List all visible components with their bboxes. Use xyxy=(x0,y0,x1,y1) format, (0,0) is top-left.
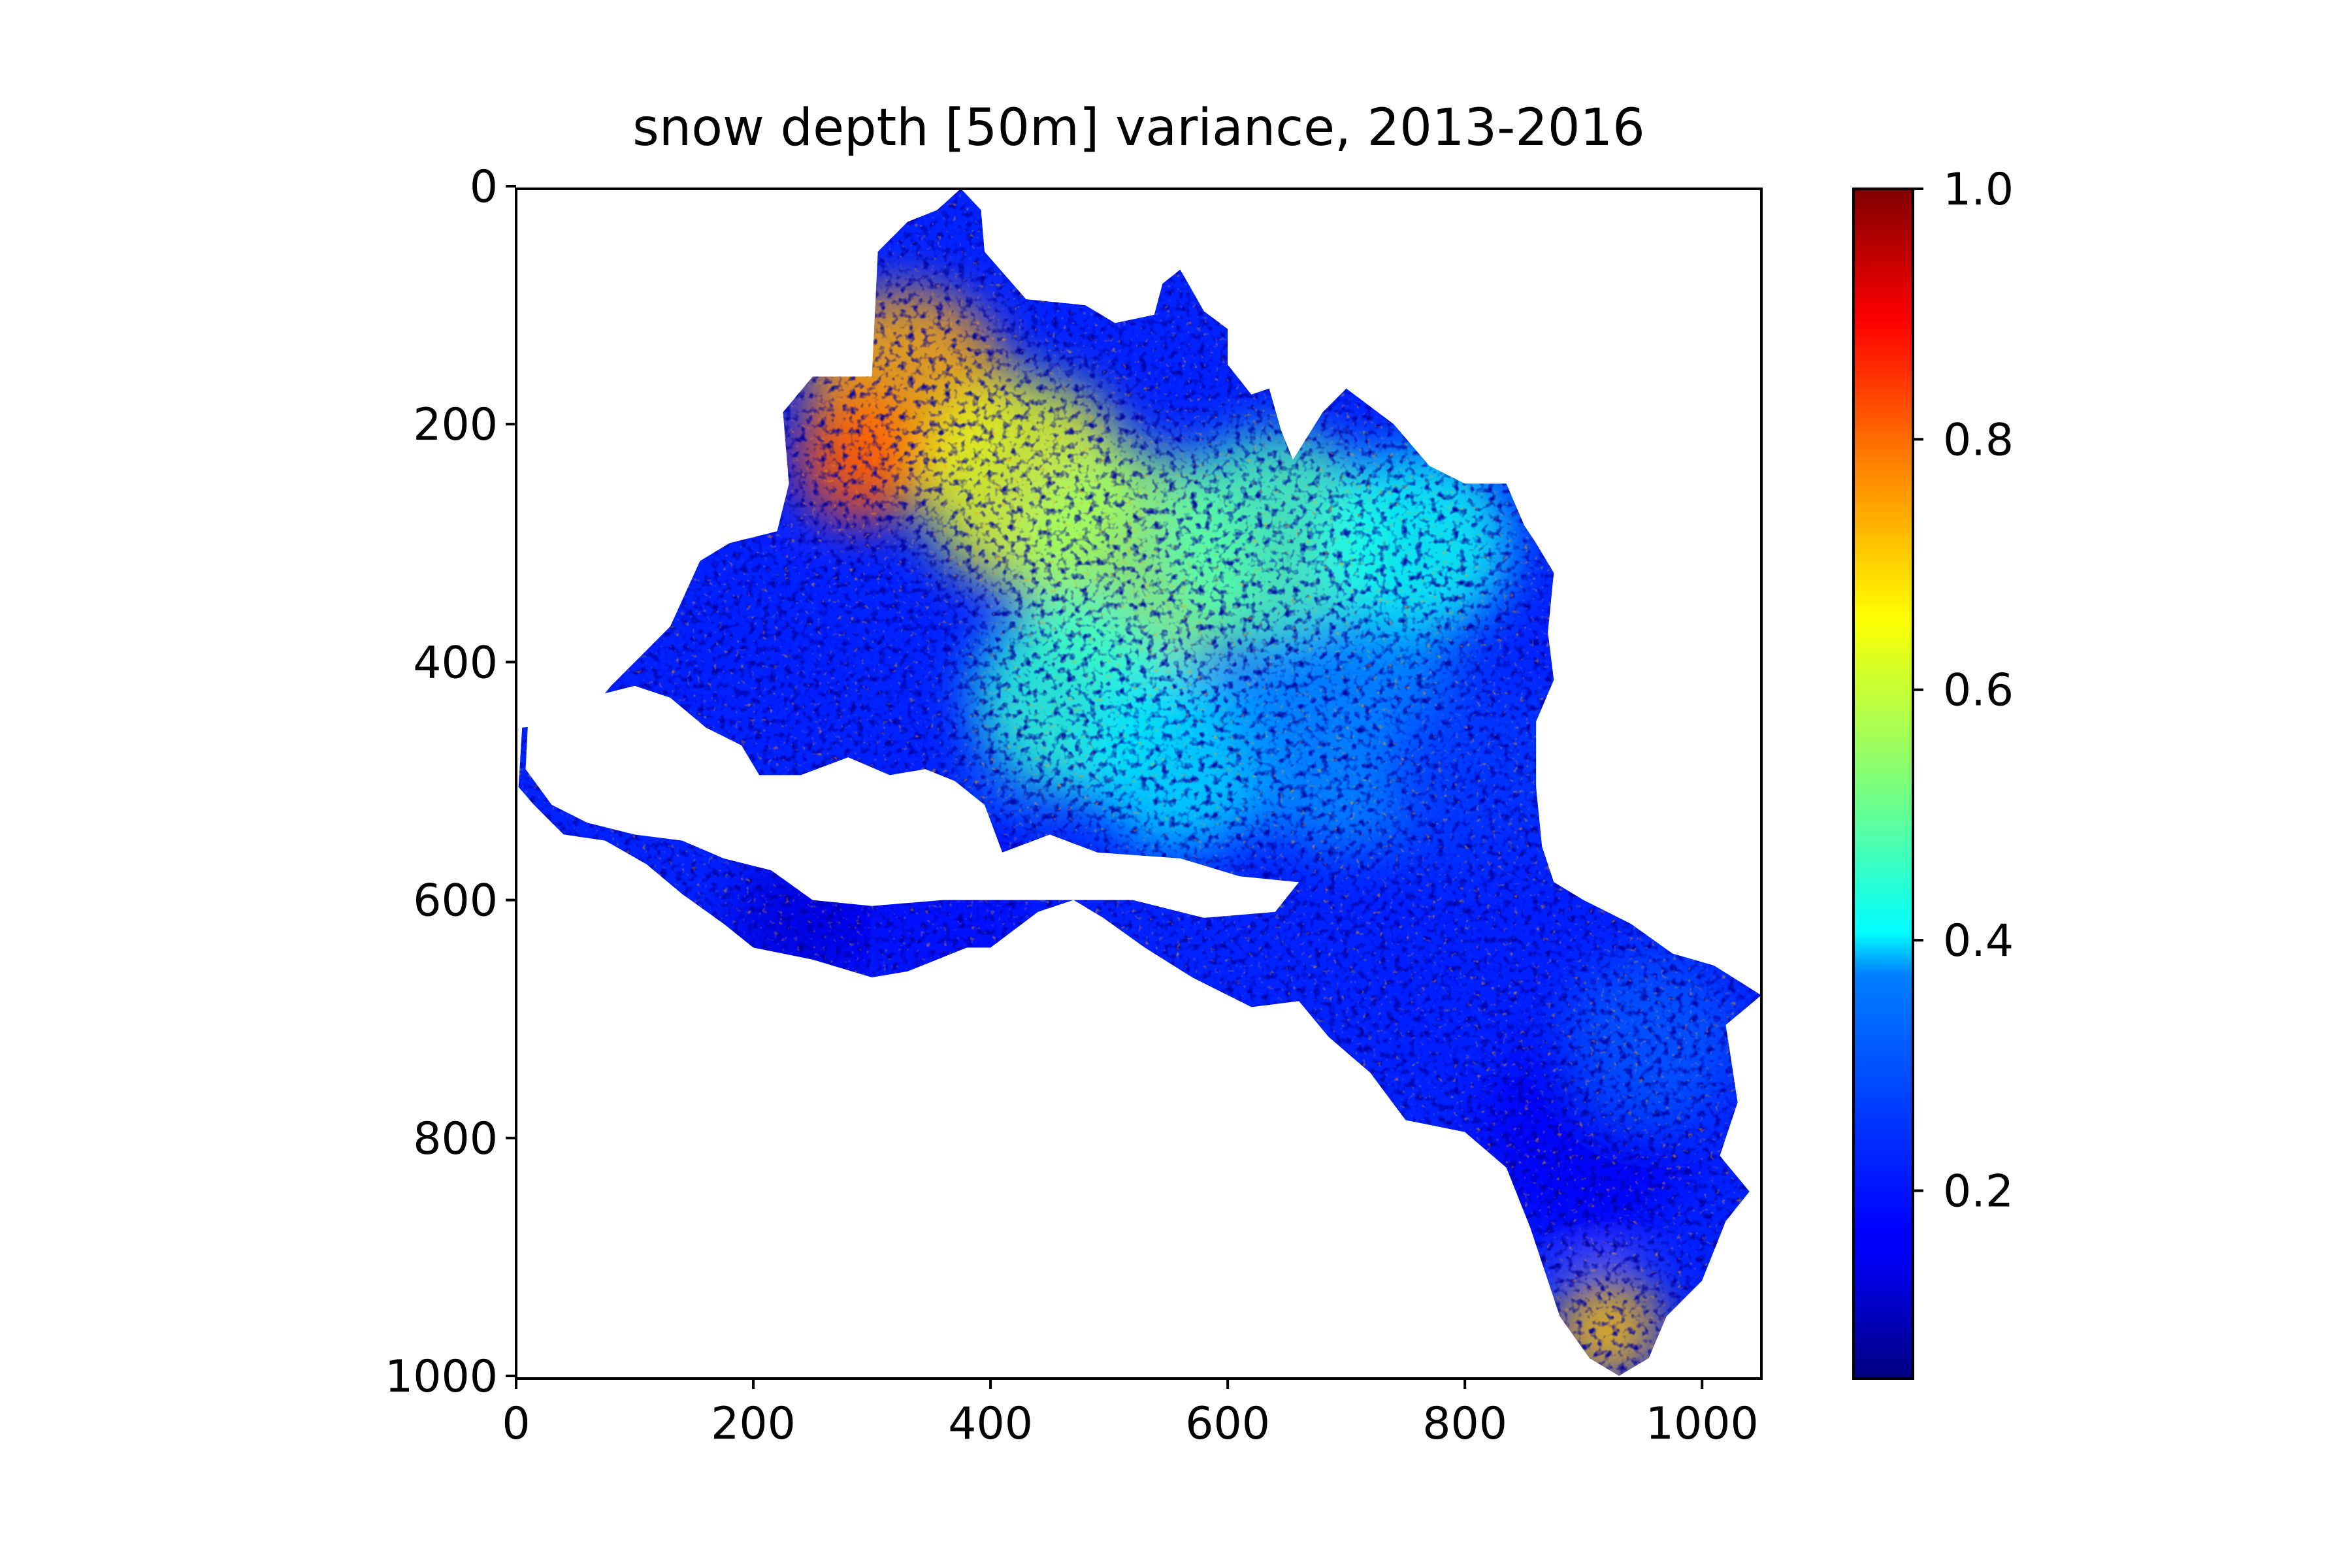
colorbar xyxy=(1852,188,1914,1380)
x-tick-label: 200 xyxy=(711,1398,796,1450)
colorbar-tick-label: 0.4 xyxy=(1943,915,2014,967)
plot-frame xyxy=(515,188,1763,1380)
heatmap-image xyxy=(518,189,1761,1377)
y-tick-label: 800 xyxy=(413,1113,498,1165)
no-data-region xyxy=(525,685,1299,918)
y-tick-label: 1000 xyxy=(385,1351,498,1403)
chart-title: snow depth [50m] variance, 2013-2016 xyxy=(632,99,1645,157)
x-tick-label: 400 xyxy=(948,1398,1033,1450)
x-tick-label: 0 xyxy=(502,1398,530,1450)
y-tick-label: 0 xyxy=(470,161,498,213)
colorbar-tick-label: 1.0 xyxy=(1943,164,2014,216)
x-tick-label: 600 xyxy=(1185,1398,1270,1450)
x-tick-label: 1000 xyxy=(1646,1398,1759,1450)
x-tick-label: 800 xyxy=(1422,1398,1507,1450)
colorbar-ticks: 0.2 0.4 0.6 0.8 1.0 xyxy=(1913,164,2014,1217)
colorbar-tick-label: 0.6 xyxy=(1943,665,2014,717)
x-axis-ticks: 0 200 400 600 800 1000 xyxy=(502,1379,1759,1450)
y-tick-label: 400 xyxy=(413,637,498,689)
y-tick-label: 200 xyxy=(413,399,498,451)
colorbar-tick-label: 0.2 xyxy=(1943,1166,2014,1217)
y-axis-ticks: 0 200 400 600 800 1000 xyxy=(385,161,516,1403)
colorbar-tick-label: 0.8 xyxy=(1943,414,2014,466)
y-tick-label: 600 xyxy=(413,875,498,927)
